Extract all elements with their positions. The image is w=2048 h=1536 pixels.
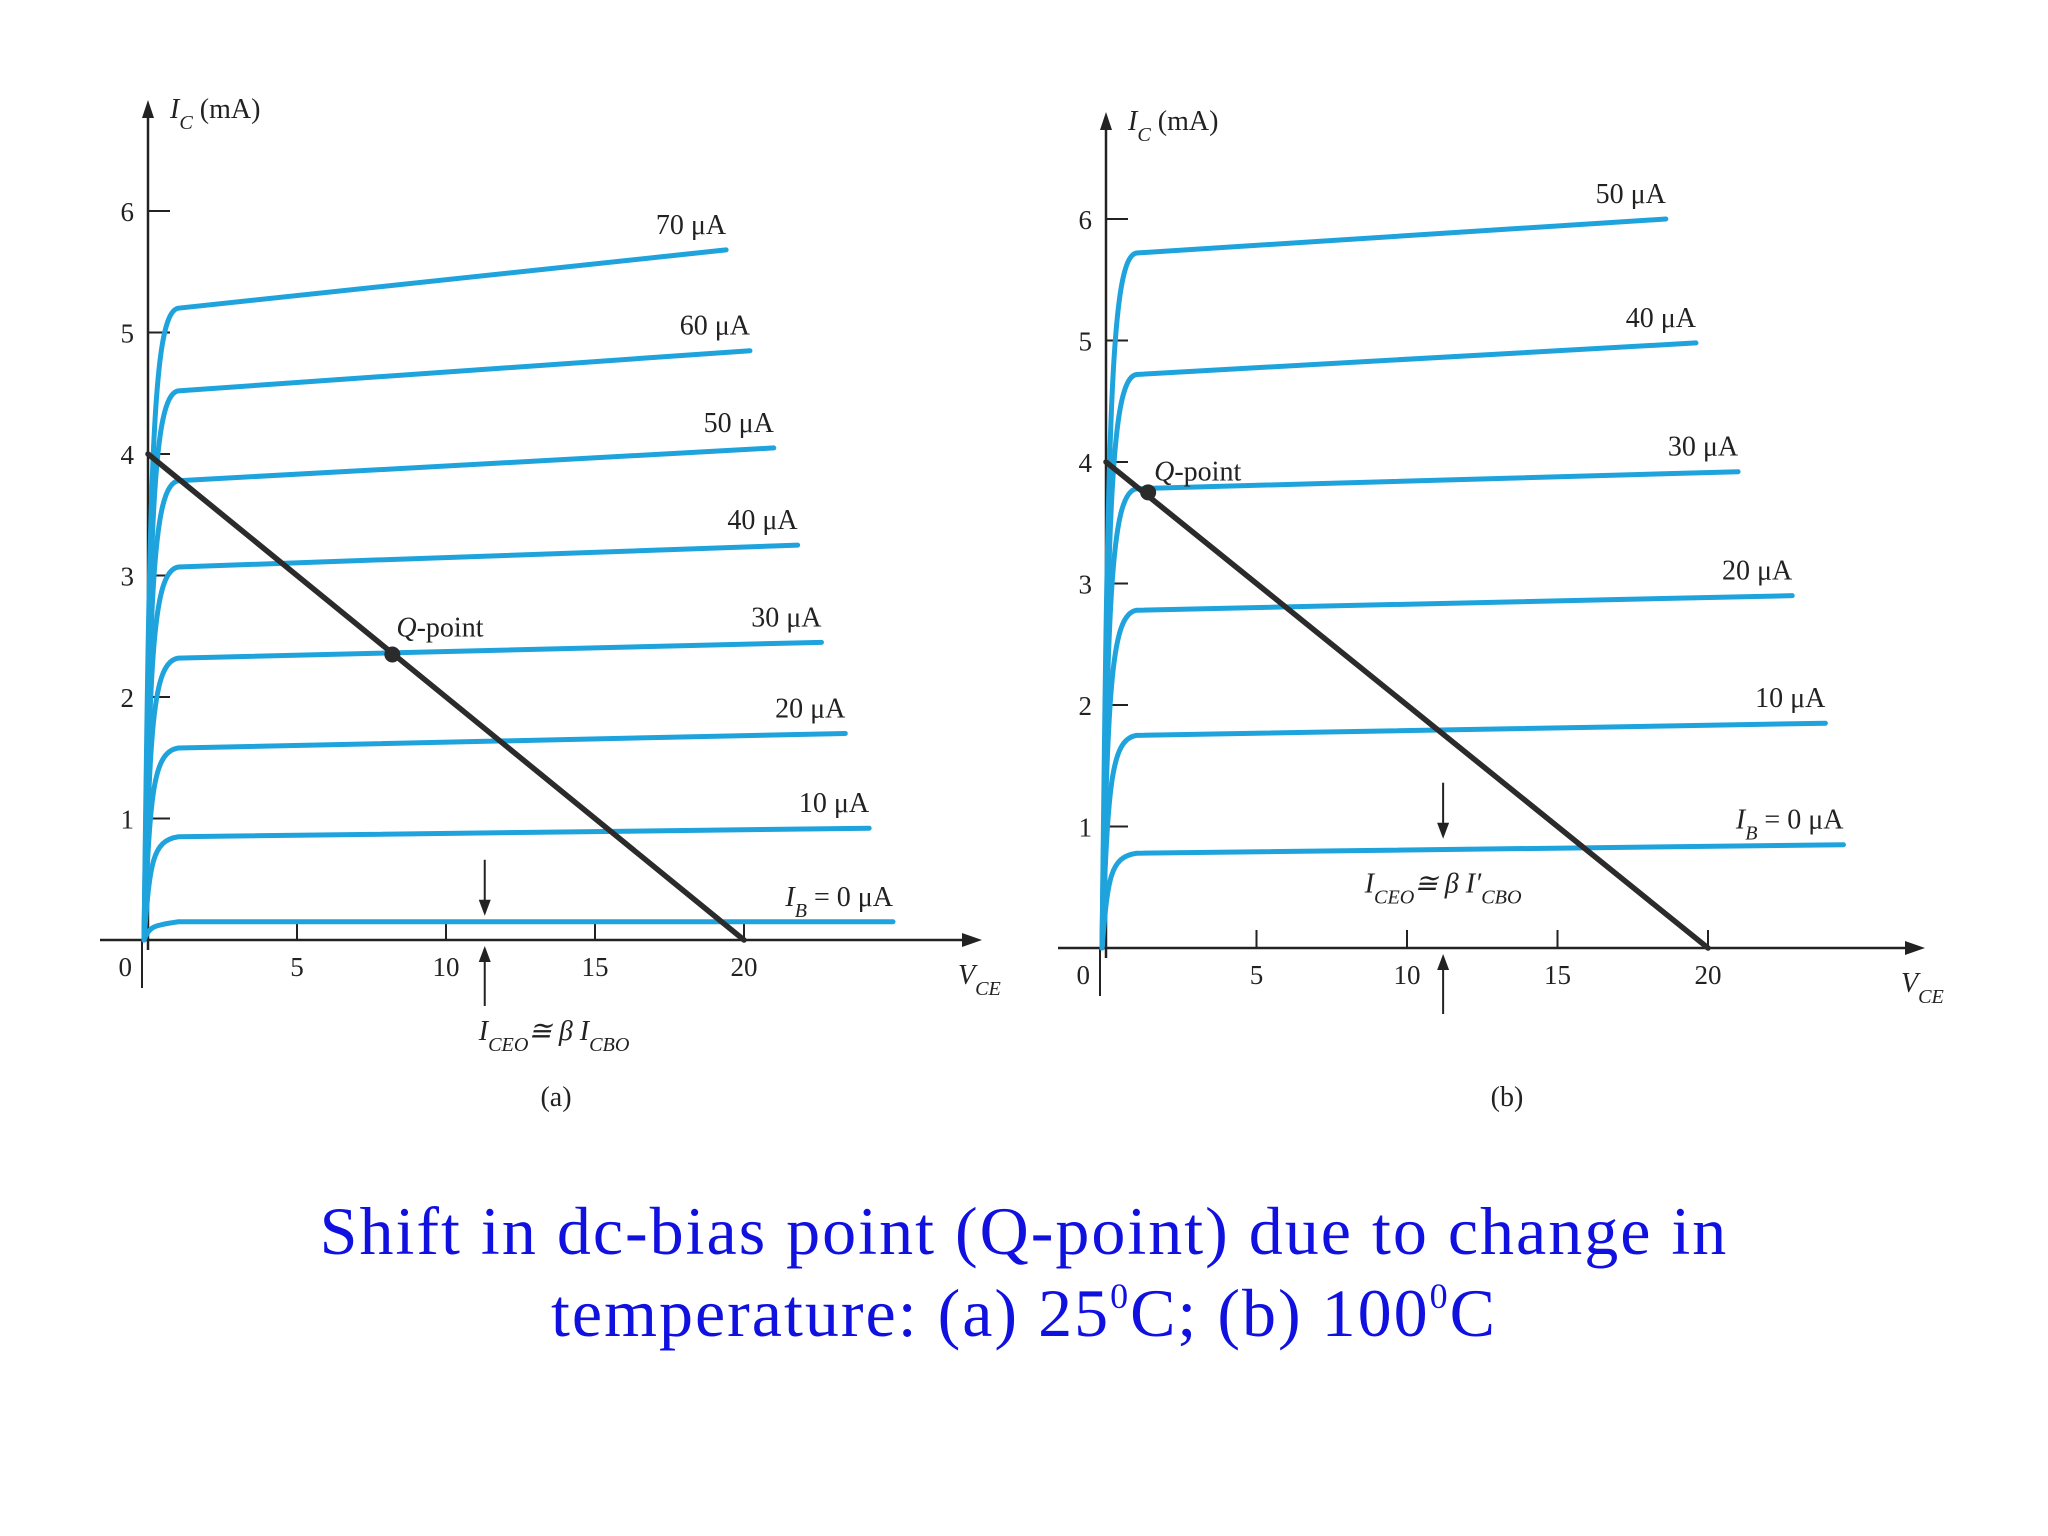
y-tick-label: 3 [1079,570,1093,600]
iceo-arrow-up-head [1437,954,1450,970]
x-tick-label: 10 [433,952,460,982]
ib-curve-0 [141,919,896,943]
y-tick-label: 1 [1079,813,1093,843]
ib-curve-1 [1099,720,1828,951]
ib-curve-label-7: 70 μA [656,210,727,241]
ib-curve-label-2: 20 μA [1722,556,1793,587]
y-tick-label: 6 [1079,205,1093,235]
iceo-annotation: ICEO≅ β I′CBO [1364,869,1522,909]
ib-curve-7 [141,247,729,943]
ib-curve-label-3: 30 μA [751,602,822,633]
iceo-arrow-down-head [478,899,491,916]
ib-curve-3 [141,639,824,943]
iceo-arrow-up-head [478,946,491,962]
y-tick-label: 2 [1079,691,1093,721]
ib-curve-label-0: IB = 0 μA [784,882,893,922]
x-axis-arrow [1905,941,1925,955]
ib-curve-4 [1099,340,1699,951]
ib-curve-label-5: 50 μA [704,408,775,439]
y-tick-label: 3 [121,562,135,592]
y-tick-label: 5 [121,319,135,349]
x-tick-label: 15 [582,952,609,982]
panel-label: (a) [540,1082,571,1113]
x-axis-label: VCE [958,960,1001,1000]
caption-degree-2: 0 [1429,1276,1450,1316]
x-tick-label: 5 [290,952,304,982]
ib-curve-label-4: 40 μA [1626,303,1697,334]
caption-line-2-mid: C; (b) 100 [1130,1275,1430,1351]
q-point-marker [1140,484,1157,501]
x-tick-label: 10 [1394,960,1421,990]
caption-degree-1: 0 [1110,1276,1131,1316]
q-point-label: Q-point [396,612,483,643]
y-axis-arrow [1100,112,1112,130]
origin-label: 0 [1077,960,1091,990]
y-tick-label: 6 [121,197,135,227]
x-tick-label: 20 [1695,960,1722,990]
q-point-marker [384,646,401,663]
x-tick-label: 5 [1250,960,1264,990]
y-axis-label: IC (mA) [169,94,260,134]
ib-curve-label-2: 20 μA [775,693,846,724]
caption-line-2: temperature: (a) 250C; (b) 1000C [0,1272,2048,1354]
ib-curve-5 [1099,216,1669,951]
y-axis-label: IC (mA) [1127,106,1218,146]
x-axis-arrow [962,933,982,947]
chart-panel-a: IC (mA) VCE 1 2 3 4 5 6 5 10 15 20 0 IB = 0 μA 10 μA 20… [100,94,1001,1113]
x-tick-label: 20 [731,952,758,982]
y-axis-arrow [142,100,154,118]
ib-curve-label-1: 10 μA [799,788,870,819]
load-line [1103,459,1711,951]
x-axis-label: VCE [1901,968,1944,1008]
ib-curve-5 [141,445,777,943]
y-tick-label: 1 [121,805,135,835]
slide-caption: Shift in dc-bias point (Q-point) due to … [0,1190,2048,1354]
caption-line-2-prefix: temperature: (a) 25 [551,1275,1111,1351]
x-tick-label: 15 [1544,960,1571,990]
iceo-annotation: ICEO≅ β ICBO [478,1016,630,1056]
y-tick-label: 4 [121,440,135,470]
panel-label: (b) [1491,1082,1524,1113]
ib-curve-label-5: 50 μA [1596,179,1667,210]
caption-line-1: Shift in dc-bias point (Q-point) due to … [319,1193,1729,1269]
y-tick-label: 2 [121,683,135,713]
origin-label: 0 [119,952,133,982]
y-tick-label: 5 [1079,327,1093,357]
caption-line-2-suffix: C [1449,1275,1497,1351]
y-tick-label: 4 [1079,448,1093,478]
ib-curve-label-1: 10 μA [1755,683,1826,714]
ib-curve-label-3: 30 μA [1668,432,1739,463]
ib-curve-label-6: 60 μA [680,311,751,342]
load-line [145,451,747,943]
ib-curve-label-4: 40 μA [727,505,798,536]
q-point-label: Q-point [1154,456,1241,487]
ib-curve-label-0: IB = 0 μA [1735,805,1844,845]
iceo-arrow-down-head [1437,822,1450,839]
chart-panel-b: IC (mA) VCE 1 2 3 4 5 6 5 10 15 20 0 IB = 0 μA 10 μA 20… [1058,106,1944,1113]
